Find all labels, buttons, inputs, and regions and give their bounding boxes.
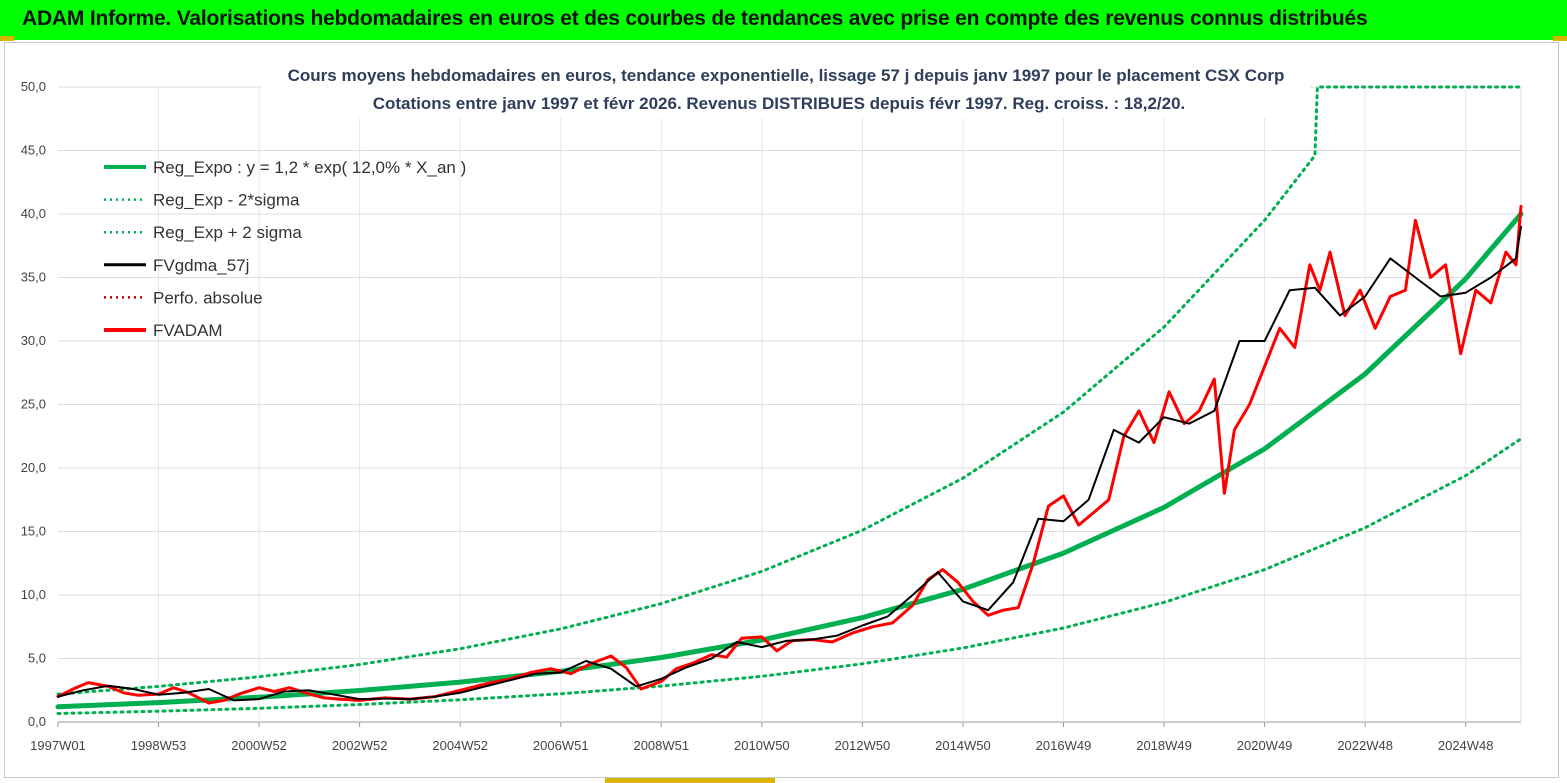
y-tick-label: 30,0 [21,333,46,348]
y-tick-label: 25,0 [21,397,46,412]
report-banner: ADAM Informe. Valorisations hebdomadaire… [0,0,1567,40]
bottom-accent [605,778,775,783]
x-tick-label: 2008W51 [633,738,689,753]
legend-label-1: Reg_Exp - 2*sigma [153,191,300,210]
series-line-1 [56,437,1523,715]
x-tick-label: 2006W51 [533,738,589,753]
y-tick-label: 5,0 [28,651,46,666]
y-tick-label: 35,0 [21,270,46,285]
series-line-3 [57,225,1522,702]
legend-label-2: Reg_Exp + 2 sigma [153,223,302,242]
y-tick-label: 15,0 [21,524,46,539]
series-line-5 [56,204,1523,705]
chart-title: Cours moyens hebdomadaires en euros, ten… [288,66,1285,85]
y-tick-label: 0,0 [28,714,46,729]
y-tick-label: 40,0 [21,206,46,221]
y-axis: 0,0 5,0 10,0 15,0 20,0 25,0 30,0 35,0 40,0 45,0 50… [21,79,46,729]
plot-area [55,85,1524,715]
x-tick-label: 2022W48 [1337,738,1393,753]
x-tick-label: 2018W49 [1136,738,1192,753]
banner-accent-right [1553,36,1567,41]
x-tick-label: 2016W49 [1036,738,1092,753]
grid [58,86,1522,723]
x-tick-label: 2012W50 [835,738,891,753]
banner-accent-left [0,36,14,41]
x-tick-label: 2004W52 [432,738,488,753]
title-background [262,62,1310,118]
x-tick-label: 2010W50 [734,738,790,753]
y-tick-label: 45,0 [21,143,46,158]
chart-subtitle: Cotations entre janv 1997 et févr 2026. … [373,94,1186,113]
y-tick-label: 20,0 [21,460,46,475]
x-tick-label: 2024W48 [1438,738,1494,753]
legend-label-3: FVgdma_57j [153,256,249,275]
x-tick-label: 1998W53 [131,738,187,753]
x-tick-label: 2002W52 [332,738,388,753]
y-tick-label: 10,0 [21,587,46,602]
legend-label-0: Reg_Expo : y = 1,2 * exp( 12,0% * X_an ) [153,158,466,177]
x-axis: 1997W01 1998W53 2000W52 2002W52 2004W52 2006W… [30,722,1494,753]
x-tick-label: 2014W50 [935,738,991,753]
x-tick-label: 2020W49 [1237,738,1293,753]
y-tick-label: 50,0 [21,79,46,94]
x-tick-label: 1997W01 [30,738,86,753]
x-tick-label: 2000W52 [231,738,287,753]
series-line-2 [56,85,1523,696]
legend-label-5: FVADAM [153,321,223,340]
chart-frame [4,42,1559,778]
legend-label-4: Perfo. absolue [153,288,263,307]
legend: Reg_Expo : y = 1,2 * exp( 12,0% * X_an )… [104,158,466,340]
report-title: ADAM Informe. Valorisations hebdomadaire… [22,7,1368,30]
series-line-0 [55,211,1524,710]
